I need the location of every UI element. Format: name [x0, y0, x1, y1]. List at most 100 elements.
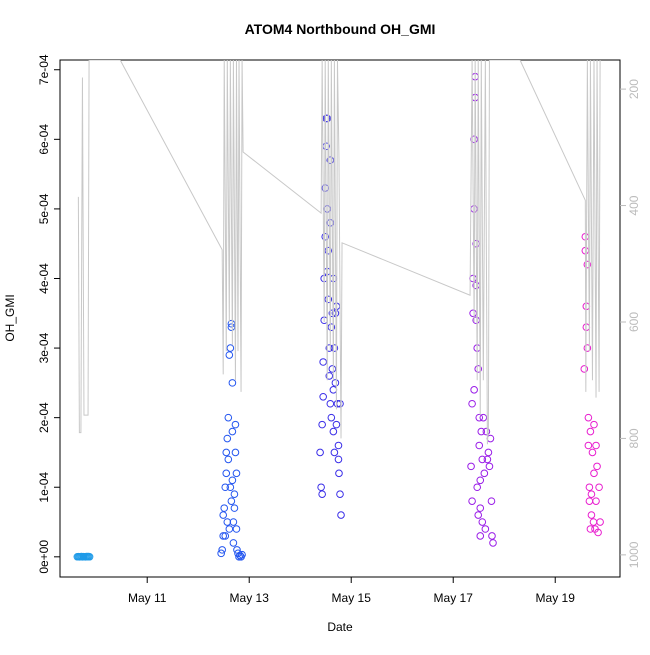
- point: [337, 511, 345, 519]
- point: [225, 351, 234, 359]
- point: [233, 546, 241, 554]
- point: [331, 379, 340, 387]
- point: [590, 469, 598, 478]
- point: [478, 455, 487, 464]
- point: [484, 448, 493, 457]
- point: [474, 511, 483, 519]
- y2-tick-label: 400: [627, 195, 641, 215]
- point: [332, 420, 341, 429]
- point: [584, 413, 593, 422]
- point: [593, 462, 601, 471]
- point: [221, 483, 230, 492]
- point: [217, 549, 225, 558]
- point: [231, 420, 240, 429]
- point: [219, 511, 228, 519]
- point: [232, 469, 241, 478]
- point: [467, 462, 475, 471]
- chart-title: ATOM4 Northbound OH_GMI: [245, 21, 436, 37]
- point: [238, 550, 246, 559]
- point: [480, 469, 489, 478]
- point: [585, 497, 594, 505]
- point: [483, 455, 492, 464]
- point: [224, 413, 233, 422]
- point: [468, 399, 476, 408]
- point: [334, 455, 343, 464]
- point: [318, 490, 326, 498]
- y-tick-label: 3e-04: [37, 332, 51, 363]
- point: [324, 246, 333, 255]
- point: [476, 532, 485, 540]
- y2-tick-label: 200: [627, 79, 641, 99]
- point: [228, 379, 237, 387]
- point: [594, 528, 602, 537]
- point: [224, 455, 233, 464]
- point: [227, 497, 236, 505]
- point: [229, 539, 238, 547]
- point: [219, 532, 228, 540]
- y2-tick-label: 600: [627, 312, 641, 332]
- point: [584, 441, 593, 450]
- plot-area: [73, 60, 604, 561]
- point: [220, 504, 229, 512]
- point: [316, 448, 324, 457]
- point: [592, 497, 600, 505]
- point: [482, 427, 491, 436]
- point: [595, 483, 603, 492]
- point: [475, 441, 484, 450]
- point: [596, 518, 604, 526]
- x-axis-label: Date: [327, 620, 353, 634]
- point: [232, 525, 241, 533]
- point: [228, 427, 237, 436]
- point: [587, 490, 596, 498]
- point: [592, 441, 600, 450]
- y2-tick-label: 800: [627, 428, 641, 448]
- point: [323, 114, 332, 123]
- point: [317, 483, 325, 492]
- point: [585, 483, 594, 492]
- point: [222, 448, 231, 457]
- plot-box: [59, 59, 621, 578]
- point: [230, 490, 239, 498]
- point: [327, 413, 336, 422]
- point: [329, 386, 338, 394]
- y-tick-label: 5e-04: [37, 193, 51, 224]
- point: [589, 518, 598, 526]
- point: [586, 427, 595, 436]
- x-tick-label: May 19: [536, 591, 576, 605]
- y2-tick-label: 1000: [627, 541, 641, 568]
- point: [325, 372, 334, 380]
- y-tick-label: 6e-04: [37, 124, 51, 155]
- y-tick-label: 1e-04: [37, 472, 51, 503]
- point: [231, 448, 240, 457]
- point: [318, 420, 326, 429]
- x-tick-label: May 13: [230, 591, 270, 605]
- point: [469, 274, 477, 283]
- point: [485, 462, 494, 471]
- point: [476, 476, 485, 485]
- point: [586, 525, 595, 533]
- point: [218, 546, 226, 554]
- point: [478, 518, 487, 526]
- point: [223, 518, 232, 526]
- y-tick-label: 4e-04: [37, 263, 51, 294]
- point: [222, 469, 231, 478]
- y-tick-label: 2e-04: [37, 402, 51, 433]
- point: [326, 399, 335, 408]
- point: [590, 420, 598, 429]
- point: [583, 260, 592, 269]
- point: [321, 232, 330, 241]
- point: [230, 504, 239, 512]
- point: [221, 532, 230, 540]
- x-tick-label: May 17: [434, 591, 474, 605]
- pressure-line: [77, 60, 601, 445]
- point: [328, 365, 337, 373]
- point: [468, 497, 476, 505]
- point: [226, 483, 235, 492]
- point: [324, 295, 333, 304]
- point: [587, 511, 596, 519]
- point: [583, 344, 592, 352]
- point: [470, 135, 478, 144]
- point: [336, 490, 344, 498]
